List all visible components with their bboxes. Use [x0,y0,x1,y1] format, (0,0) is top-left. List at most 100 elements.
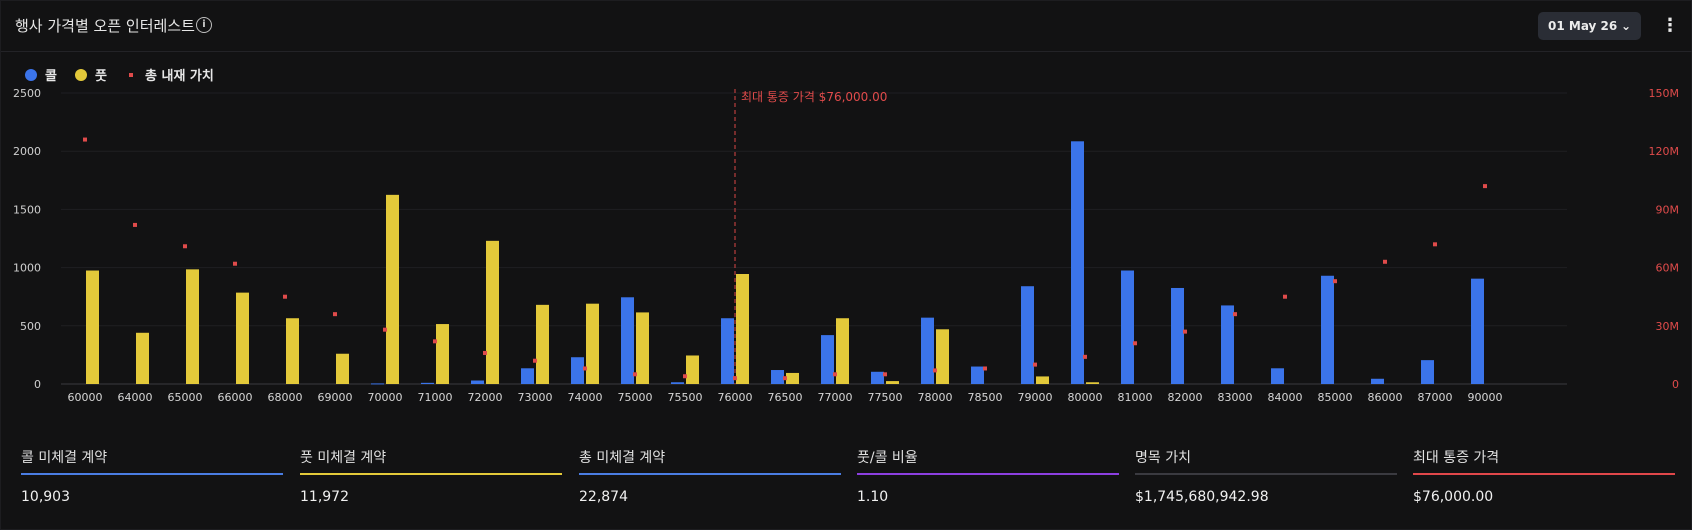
put-bar [636,312,649,384]
x-tick-label: 60000 [68,391,103,404]
legend-item-intrinsic[interactable]: 총 내재 가치 [125,65,214,84]
intrinsic-value-point [483,350,487,355]
put-bar [436,324,449,384]
open-interest-chart: 0 500 1000 1500 2000 2500 0 30M 60M 90M 120M 150M 60… [13,89,1680,404]
intrinsic-value-point [333,312,337,317]
intrinsic-value-point [583,366,587,371]
intrinsic-value-point [1233,312,1237,317]
stat-label: 풋 미체결 계약 [300,450,387,466]
x-tick-label: 77500 [868,391,903,404]
call-bar [1321,275,1334,384]
y-right-tick-label: 0 [1672,378,1679,391]
put-bar [1086,382,1099,384]
legend-intrinsic-swatch [129,73,133,77]
put-bar [286,318,299,384]
intrinsic-value-point [1083,354,1087,359]
y-left-tick-label: 2500 [13,89,41,100]
put-bar [736,274,749,384]
x-tick-label: 72000 [468,391,503,404]
put-bar [236,292,249,384]
intrinsic-value-point [133,222,137,227]
intrinsic-value-point [1433,242,1437,247]
stat-label: 총 미체결 계약 [579,450,666,466]
intrinsic-value-point [1333,279,1337,284]
stat-underline [1413,473,1675,475]
stat-value: 10,903 [21,489,70,505]
x-tick-label: 78500 [968,391,1003,404]
call-bar [521,368,534,384]
intrinsic-value-point [233,261,237,266]
y-right-tick-label: 120M [1649,145,1680,158]
stats-row: 콜 미체결 계약 10,903 풋 미체결 계약 11,972 총 미체결 계약… [1,447,1692,517]
stat-label: 풋/콜 비율 [857,450,918,466]
x-tick-label: 73000 [518,391,553,404]
put-bar [186,269,199,384]
call-bar [1271,368,1284,384]
put-bar [886,381,899,384]
x-tick-label: 66000 [218,391,253,404]
legend-item-put[interactable]: 풋 [75,65,107,84]
call-bar [621,297,634,384]
intrinsic-value-point [883,372,887,377]
stat-value: 22,874 [579,489,628,505]
intrinsic-value-point [933,368,937,373]
x-tick-label: 68000 [268,391,303,404]
legend-intrinsic-label: 총 내재 가치 [145,69,214,84]
chevron-down-icon: ⌄ [1620,19,1631,33]
legend-item-call[interactable]: 콜 [25,65,57,84]
x-tick-label: 87000 [1418,391,1453,404]
x-tick-label: 64000 [118,391,153,404]
put-bar [1036,376,1049,384]
stat-value: $1,745,680,942.98 [1135,489,1269,505]
date-select-label: 01 May 26 [1548,19,1618,33]
max-pain-label: 최대 통증 가격 $76,000.00 [741,90,887,104]
put-bar [786,372,799,384]
intrinsic-value-point [383,327,387,332]
card-header: 행사 가격별 오픈 인터레스트 i 01 May 26 ⌄ ⋮ [1,1,1692,52]
date-select-button[interactable]: 01 May 26 ⌄ [1538,12,1641,40]
call-bar [1221,305,1234,384]
intrinsic-value-point [833,372,837,377]
y-left-tick-label: 0 [34,378,41,391]
x-tick-label: 80000 [1068,391,1103,404]
intrinsic-value-point [633,372,637,377]
card-title: 행사 가격별 오픈 인터레스트 [15,17,195,35]
legend-call-swatch [25,69,37,81]
info-icon[interactable]: i [196,17,212,33]
stat-call-oi: 콜 미체결 계약 10,903 [21,447,283,505]
put-bar [586,303,599,384]
x-tick-label: 86000 [1368,391,1403,404]
y-right-tick-label: 30M [1656,320,1680,333]
stat-underline [1135,473,1397,475]
x-tick-label: 75500 [668,391,703,404]
x-tick-label: 84000 [1268,391,1303,404]
intrinsic-value-point [1133,341,1137,346]
intrinsic-value-point [283,294,287,299]
call-bar [771,370,784,384]
x-tick-label: 69000 [318,391,353,404]
stat-label: 콜 미체결 계약 [21,450,108,466]
x-tick-label: 79000 [1018,391,1053,404]
intrinsic-value-point [1283,294,1287,299]
stat-total-oi: 총 미체결 계약 22,874 [579,447,841,505]
x-tick-label: 83000 [1218,391,1253,404]
stat-notional-value: 명목 가치 $1,745,680,942.98 [1135,447,1397,505]
put-bar [936,329,949,384]
x-tick-label: 71000 [418,391,453,404]
x-tick-label: 82000 [1168,391,1203,404]
stat-put-oi: 풋 미체결 계약 11,972 [300,447,562,505]
put-bar [86,270,99,384]
x-tick-label: 90000 [1468,391,1503,404]
more-options-icon[interactable]: ⋮ [1661,15,1679,36]
stat-max-pain: 최대 통증 가격 $76,000.00 [1413,447,1675,505]
stat-underline [857,473,1119,475]
stat-value: $76,000.00 [1413,489,1494,505]
put-bar [836,318,849,384]
call-bar [1421,360,1434,384]
put-bar [336,353,349,384]
put-bar [686,355,699,384]
call-bar [821,335,834,384]
y-right-tick-label: 90M [1656,203,1680,216]
y-left-tick-label: 2000 [13,145,41,158]
